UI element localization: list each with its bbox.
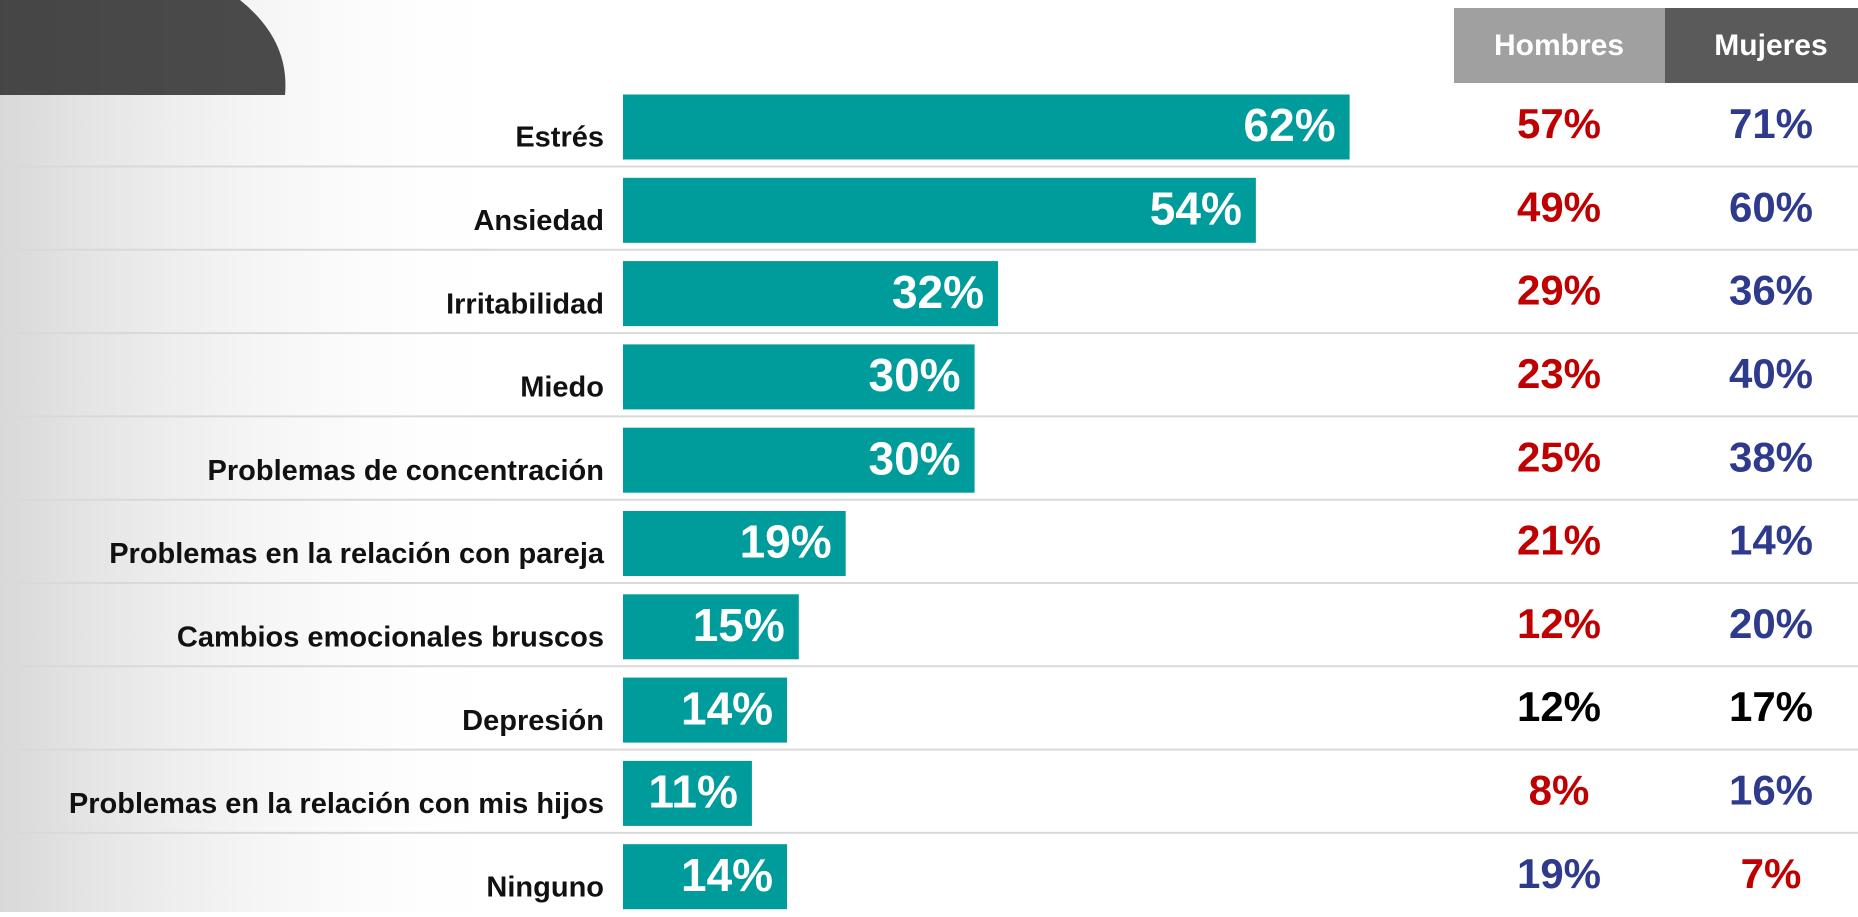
bar-value-label: 15% bbox=[693, 599, 785, 651]
page: {"chart_data": {"type": "bar", "categori… bbox=[0, 0, 1858, 912]
table-cell: 21% bbox=[1517, 517, 1601, 564]
table-cell: 8% bbox=[1529, 766, 1590, 813]
table-cell: 14% bbox=[1729, 517, 1813, 564]
bar-value-label: 54% bbox=[1150, 182, 1242, 234]
bar-value-label: 14% bbox=[681, 682, 773, 734]
bar-value-label: 62% bbox=[1244, 99, 1336, 151]
bar-value-label: 11% bbox=[648, 766, 738, 818]
category-label: Depresión bbox=[462, 705, 604, 737]
table-cell: 60% bbox=[1729, 183, 1813, 230]
bar-value-label: 14% bbox=[681, 849, 773, 901]
column-header: Hombres bbox=[1494, 29, 1624, 62]
bar bbox=[623, 95, 1350, 160]
table-cell: 40% bbox=[1729, 350, 1813, 397]
bar-value-label: 32% bbox=[892, 266, 984, 318]
bar-value-label: 30% bbox=[869, 432, 961, 484]
category-label: Ansiedad bbox=[473, 205, 604, 237]
hair bbox=[0, 0, 285, 95]
column-header: Mujeres bbox=[1714, 29, 1827, 62]
category-label: Miedo bbox=[520, 372, 604, 404]
table-cell: 57% bbox=[1517, 100, 1601, 147]
table-cell: 16% bbox=[1729, 766, 1813, 813]
table-cell: 12% bbox=[1517, 600, 1601, 647]
category-label: Irritabilidad bbox=[446, 288, 604, 320]
table-cell: 36% bbox=[1729, 267, 1813, 314]
table-cell: 49% bbox=[1517, 183, 1601, 230]
table-cell: 7% bbox=[1741, 850, 1802, 897]
chart: Hombres Mujeres Estrés 62% 57% 71% Ansiedad 54%… bbox=[0, 0, 1858, 912]
category-label: Estrés bbox=[515, 122, 604, 154]
table-cell: 19% bbox=[1517, 850, 1601, 897]
table-cell: 17% bbox=[1729, 683, 1813, 730]
table-cell: 71% bbox=[1729, 100, 1813, 147]
category-label: Problemas en la relación con pareja bbox=[109, 538, 605, 570]
table-cell: 38% bbox=[1729, 433, 1813, 480]
category-label: Problemas de concentración bbox=[208, 455, 604, 487]
bar-value-label: 30% bbox=[869, 349, 961, 401]
table-cell: 20% bbox=[1729, 600, 1813, 647]
table-cell: 23% bbox=[1517, 350, 1601, 397]
category-label: Ninguno bbox=[486, 871, 604, 903]
table-cell: 12% bbox=[1517, 683, 1601, 730]
bar-value-label: 19% bbox=[740, 516, 832, 568]
table-cell: 25% bbox=[1517, 433, 1601, 480]
table-cell: 29% bbox=[1517, 267, 1601, 314]
category-label: Cambios emocionales bruscos bbox=[177, 621, 604, 653]
category-label: Problemas en la relación con mis hijos bbox=[69, 788, 604, 820]
